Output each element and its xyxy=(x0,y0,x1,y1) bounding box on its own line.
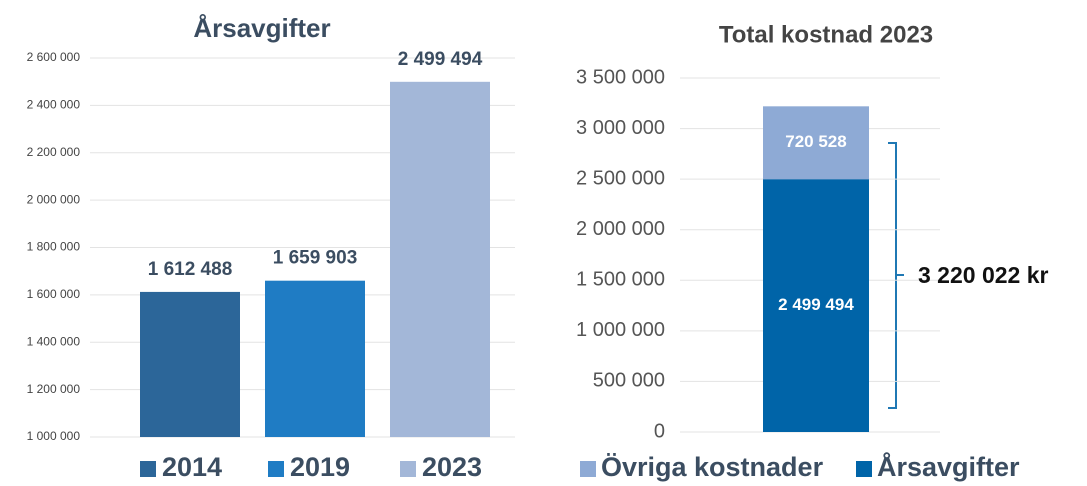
legend-swatch xyxy=(140,461,156,477)
bar xyxy=(390,81,490,437)
y-tick-label: 1 600 000 xyxy=(27,287,81,301)
y-tick-label: 500 000 xyxy=(593,370,665,392)
y-tick-label: 1 500 000 xyxy=(576,269,665,291)
value-label: 1 612 488 xyxy=(148,259,233,280)
y-tick-label: 2 000 000 xyxy=(27,192,81,206)
y-tick-label: 0 xyxy=(654,420,665,442)
y-tick-label: 1 800 000 xyxy=(27,240,81,254)
legend-label: 2023 xyxy=(422,452,482,482)
y-tick-label: 1 400 000 xyxy=(27,334,81,348)
bracket xyxy=(888,142,904,409)
value-label: 2 499 494 xyxy=(778,295,854,314)
value-label: 1 659 903 xyxy=(273,248,358,269)
y-tick-label: 3 500 000 xyxy=(576,66,665,88)
y-tick-label: 2 200 000 xyxy=(27,145,81,159)
y-tick-label: 2 600 000 xyxy=(27,50,81,64)
annotation: 3 220 022 kr xyxy=(918,262,1049,288)
legend-label: 2014 xyxy=(162,452,222,482)
bar-segment xyxy=(763,179,869,432)
legend-label: 2019 xyxy=(290,452,350,482)
y-tick-label: 2 000 000 xyxy=(576,218,665,240)
y-tick-label: 1 000 000 xyxy=(576,319,665,341)
y-tick-label: 1 000 000 xyxy=(27,429,81,443)
y-tick-label: 2 400 000 xyxy=(27,98,81,112)
legend-swatch xyxy=(400,461,416,477)
value-label: 2 499 494 xyxy=(398,49,483,70)
y-tick-label: 2 500 000 xyxy=(576,167,665,189)
chart-title: Årsavgifter xyxy=(193,13,330,43)
legend-swatch xyxy=(580,461,596,477)
legend-swatch xyxy=(856,461,872,477)
y-tick-label: 3 000 000 xyxy=(576,117,665,139)
legend-label: Årsavgifter xyxy=(877,451,1020,482)
y-tick-label: 1 200 000 xyxy=(27,382,81,396)
legend-swatch xyxy=(268,461,284,477)
legend-label: Övriga kostnader xyxy=(601,452,824,482)
bar xyxy=(140,291,240,437)
chart-title: Total kostnad 2023 xyxy=(719,21,933,48)
bar xyxy=(265,280,365,437)
value-label: 720 528 xyxy=(785,132,846,151)
bar-segment xyxy=(763,106,869,180)
